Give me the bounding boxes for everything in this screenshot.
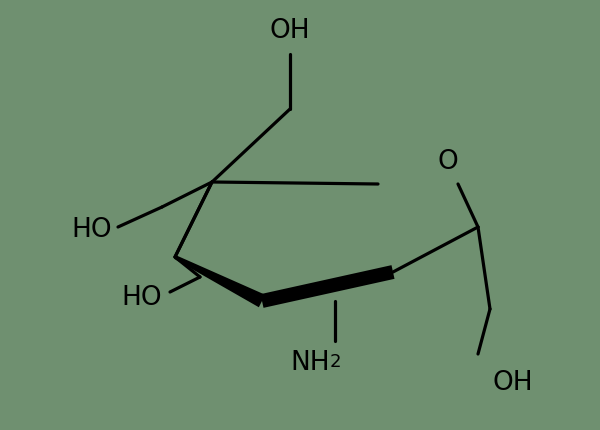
Text: NH: NH [290,349,330,375]
Text: O: O [437,149,458,175]
Text: OH: OH [492,369,533,395]
Text: HO: HO [71,216,112,243]
Polygon shape [174,255,265,307]
Polygon shape [260,266,395,308]
Text: OH: OH [269,18,310,44]
Text: 2: 2 [330,352,341,370]
Text: HO: HO [121,284,162,310]
